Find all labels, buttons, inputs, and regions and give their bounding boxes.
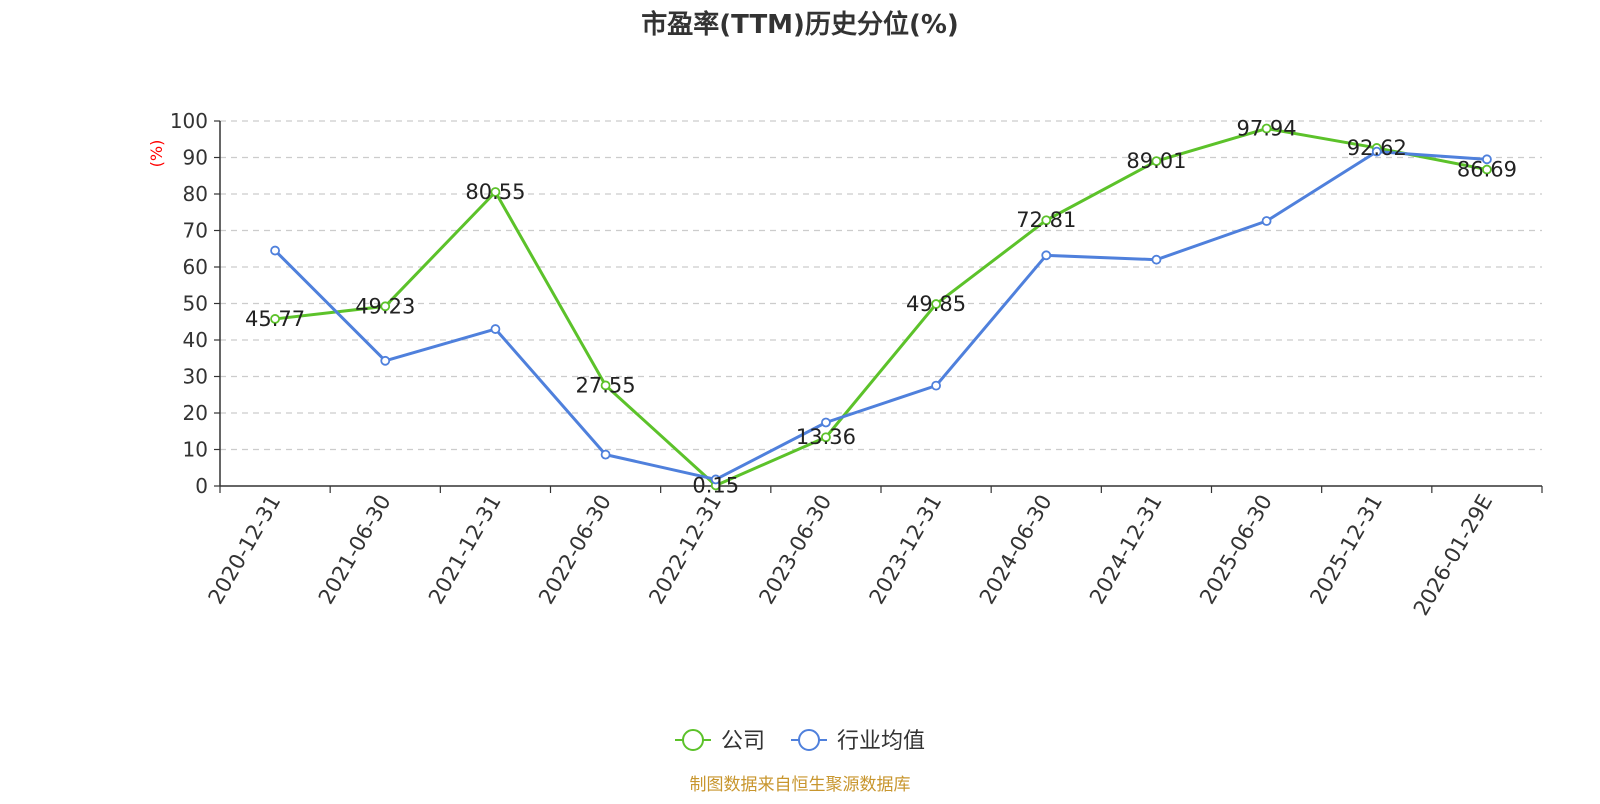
data-point-2 (490, 324, 501, 334)
y-tick-label: 50 (183, 292, 208, 316)
data-point-2 (821, 417, 831, 428)
chart-title: 市盈率(TTM)历史分位(%) (641, 9, 959, 40)
data-label: 72.81 (1016, 208, 1076, 232)
data-point-1 (821, 432, 831, 443)
data-point-2 (931, 380, 941, 391)
data-point-1 (270, 314, 280, 324)
y-tick-label: 20 (183, 401, 208, 425)
series-line-2 (274, 150, 1488, 481)
data-point-2 (710, 474, 721, 485)
x-tick-label: 2024-06-30 (975, 491, 1057, 609)
data-label: 13.36 (796, 425, 856, 449)
y-tick-label: 60 (183, 255, 208, 279)
data-label: 45.77 (245, 307, 305, 331)
data-label: 49.23 (355, 294, 415, 318)
data-label: 0.15 (692, 473, 739, 497)
data-label: 97.94 (1237, 117, 1297, 141)
data-point-1 (1151, 156, 1162, 167)
x-tick-label: 2026-01-29E (1409, 491, 1497, 620)
y-tick-label: 90 (183, 146, 208, 170)
y-tick-label: 40 (183, 328, 208, 352)
data-point-1 (1482, 164, 1492, 175)
data-point-1 (931, 299, 941, 309)
source-note: 制图数据来自恒生聚源数据库 (690, 775, 911, 795)
data-point-1 (600, 380, 611, 391)
y-tick-label: 0 (195, 474, 208, 498)
data-point-2 (1041, 250, 1052, 261)
data-label: 27.55 (576, 373, 636, 397)
data-label: 89.01 (1126, 149, 1186, 173)
data-point-1 (380, 301, 391, 312)
x-tick-label: 2022-06-30 (534, 491, 616, 609)
data-point-1 (1041, 215, 1052, 226)
legend-label: 行业均值 (837, 729, 925, 754)
y-tick-label: 10 (183, 438, 208, 462)
x-tick-label: 2022-12-31 (644, 491, 726, 609)
x-tick-label: 2024-12-31 (1085, 491, 1167, 609)
x-tick-label: 2023-12-31 (865, 491, 947, 609)
data-point-2 (1151, 254, 1162, 265)
y-axis-label: (%) (147, 140, 166, 168)
y-tick-label: 30 (183, 365, 208, 389)
x-tick-label: 2025-12-31 (1305, 491, 1387, 609)
legend-marker-1 (682, 729, 704, 751)
data-label: 92.62 (1347, 136, 1407, 160)
data-point-2 (600, 449, 611, 460)
y-tick-label: 80 (183, 182, 208, 206)
y-tick-label: 70 (183, 219, 208, 243)
data-point-2 (1261, 216, 1272, 226)
data-label: 49.85 (906, 292, 966, 316)
legend-label: 公司 (721, 729, 765, 754)
data-point-2 (1371, 146, 1382, 157)
x-tick-label: 2021-06-30 (314, 491, 396, 609)
data-point-2 (380, 355, 391, 366)
legend-marker-2 (798, 729, 820, 751)
x-tick-label: 2025-06-30 (1195, 491, 1277, 609)
data-point-2 (270, 245, 280, 256)
x-tick-label: 2023-06-30 (754, 491, 836, 609)
data-label: 80.55 (465, 180, 525, 204)
x-tick-label: 2020-12-31 (204, 491, 286, 609)
data-point-2 (1482, 154, 1492, 165)
x-tick-label: 2021-12-31 (424, 491, 506, 609)
data-label: 86.69 (1457, 158, 1517, 182)
y-tick-label: 100 (170, 109, 208, 133)
data-point-1 (1261, 123, 1272, 134)
data-point-1 (490, 187, 501, 197)
series-line-1 (274, 127, 1488, 487)
